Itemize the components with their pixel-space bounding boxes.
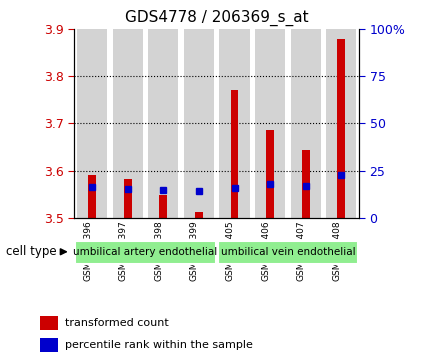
Bar xyxy=(124,179,132,218)
Bar xyxy=(88,175,96,218)
Bar xyxy=(40,316,57,330)
Bar xyxy=(218,241,358,264)
Text: transformed count: transformed count xyxy=(65,318,169,328)
Bar xyxy=(326,29,357,218)
Title: GDS4778 / 206369_s_at: GDS4778 / 206369_s_at xyxy=(125,10,309,26)
Bar xyxy=(77,29,107,218)
Bar xyxy=(40,338,57,352)
Bar xyxy=(302,150,310,218)
Bar xyxy=(266,130,274,218)
Bar xyxy=(219,29,249,218)
Bar xyxy=(195,212,203,218)
Bar xyxy=(76,241,215,264)
Text: cell type: cell type xyxy=(6,245,57,258)
Bar xyxy=(231,90,238,218)
Bar xyxy=(148,29,178,218)
Text: umbilical artery endothelial: umbilical artery endothelial xyxy=(74,247,218,257)
Text: umbilical vein endothelial: umbilical vein endothelial xyxy=(221,247,355,257)
Bar xyxy=(113,29,143,218)
Text: percentile rank within the sample: percentile rank within the sample xyxy=(65,340,253,350)
Bar xyxy=(159,195,167,218)
Bar xyxy=(291,29,321,218)
Bar xyxy=(337,40,345,218)
Bar xyxy=(184,29,214,218)
Bar xyxy=(255,29,285,218)
